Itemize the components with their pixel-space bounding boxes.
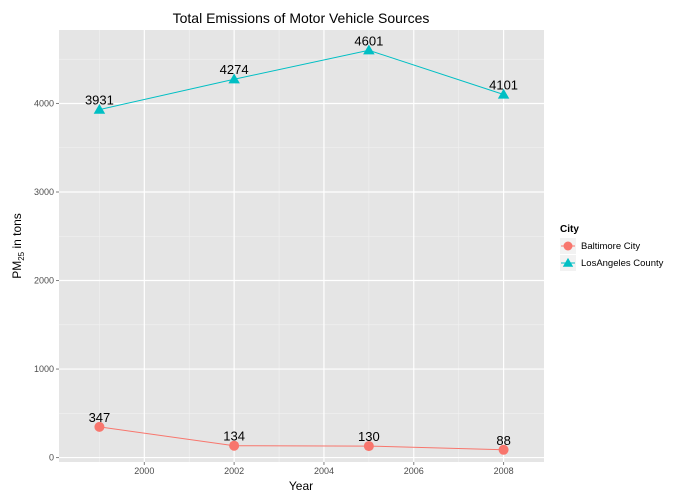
legend-key-marker-losangeles bbox=[562, 257, 574, 267]
y-axis-title-main: PM bbox=[10, 261, 24, 279]
chart-title: Total Emissions of Motor Vehicle Sources bbox=[173, 10, 430, 26]
series-line-losangeles bbox=[99, 49, 504, 111]
legend: City Baltimore City LosAngeles County bbox=[560, 224, 664, 271]
series-line-baltimore bbox=[99, 426, 504, 451]
y-tick-label: 0 bbox=[49, 453, 54, 463]
x-tick-label: 2004 bbox=[314, 466, 334, 476]
data-point-baltimore bbox=[498, 444, 509, 455]
y-axis-title: PM25 in tons bbox=[10, 213, 26, 279]
y-axis-title-subscript: 25 bbox=[17, 251, 26, 260]
data-label-baltimore: 88 bbox=[496, 433, 510, 448]
y-axis-title-suffix: in tons bbox=[10, 213, 24, 252]
data-point-losangeles bbox=[93, 103, 106, 114]
x-tick-label: 2008 bbox=[494, 466, 514, 476]
legend-label-baltimore: Baltimore City bbox=[581, 241, 640, 252]
data-point-losangeles bbox=[363, 44, 375, 55]
data-label-baltimore: 347 bbox=[89, 410, 111, 425]
y-tick-label: 1000 bbox=[34, 364, 54, 374]
x-tick-label: 2002 bbox=[224, 466, 244, 476]
y-tick-label: 3000 bbox=[34, 187, 54, 197]
y-tick-label: 4000 bbox=[34, 98, 54, 108]
data-label-losangeles: 4101 bbox=[489, 78, 518, 93]
legend-key-marker-baltimore bbox=[563, 241, 573, 251]
data-label-baltimore: 134 bbox=[223, 429, 245, 444]
data-point-losangeles bbox=[497, 88, 510, 99]
plot-panel bbox=[59, 30, 544, 462]
y-tick-label: 2000 bbox=[34, 276, 54, 286]
legend-label-losangeles: LosAngeles County bbox=[581, 258, 664, 269]
data-label-baltimore: 130 bbox=[358, 429, 380, 444]
data-point-baltimore bbox=[363, 441, 374, 452]
x-axis-title: Year bbox=[289, 479, 313, 493]
data-label-losangeles: 4601 bbox=[354, 33, 383, 48]
data-point-baltimore bbox=[94, 421, 105, 432]
data-label-losangeles: 4274 bbox=[220, 62, 249, 77]
data-point-losangeles bbox=[228, 73, 240, 84]
data-point-baltimore bbox=[229, 440, 240, 451]
x-tick-label: 2006 bbox=[404, 466, 424, 476]
legend-title: City bbox=[560, 224, 579, 235]
data-label-losangeles: 3931 bbox=[85, 93, 114, 108]
x-tick-label: 2000 bbox=[134, 466, 154, 476]
